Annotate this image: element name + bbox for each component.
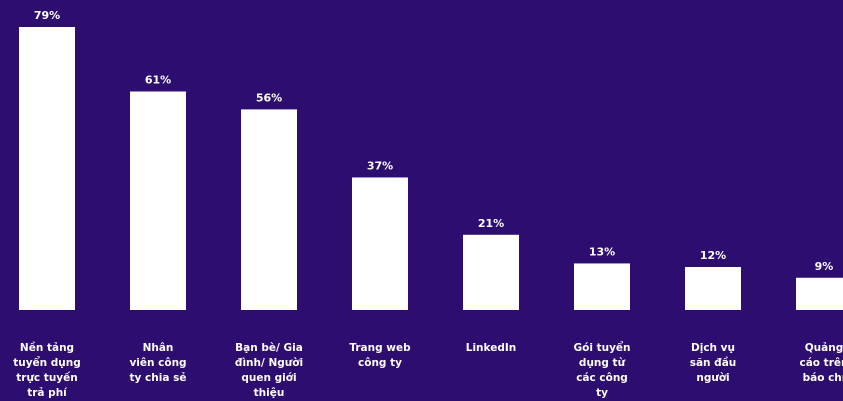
category-label-line: săn đầu [690, 357, 737, 369]
category-label-line: ty chia sẻ [130, 372, 187, 384]
category-label-line: dụng từ [579, 357, 626, 369]
category-label-line: người [696, 372, 729, 384]
category-label-line: Dịch vụ [691, 342, 735, 354]
category-label-line: LinkedIn [466, 342, 517, 354]
category-label-line: Trang web [349, 342, 411, 354]
category-label-line: Gói tuyển [573, 341, 630, 354]
category-label-8: Quảng cáo trên báo chí [800, 342, 843, 384]
value-label-6: 13% [589, 245, 615, 258]
bar-4 [352, 177, 408, 310]
bar-8 [796, 277, 843, 310]
category-label-4: Trang web công ty [349, 342, 411, 369]
category-label-2: Nhân viên công ty chia sẻ [129, 342, 186, 384]
value-label-2: 61% [145, 73, 171, 86]
value-labels-layer: 79% 61% 56% 37% 21% 13% 12% 9% [34, 9, 834, 273]
category-label-line: các công [576, 372, 628, 384]
category-label-line: trả phí [27, 387, 68, 399]
category-label-line: công ty [358, 357, 402, 369]
value-label-1: 79% [34, 9, 60, 22]
bar-6 [574, 263, 630, 310]
category-label-line: Nhân [143, 342, 174, 354]
category-label-line: quen giới [241, 372, 296, 384]
category-label-line: Bạn bè/ Gia [235, 342, 303, 354]
value-label-4: 37% [367, 159, 393, 172]
category-label-line: Quảng [805, 342, 843, 354]
value-label-3: 56% [256, 91, 282, 104]
value-label-7: 12% [700, 249, 726, 262]
category-label-line: thiệu [254, 387, 285, 399]
category-label-line: ty [596, 387, 608, 399]
category-label-line: viên công [129, 357, 186, 369]
bars-layer [19, 27, 843, 311]
category-label-line: Nền tảng [20, 341, 74, 354]
category-label-line: cáo trên [800, 357, 843, 369]
category-label-line: báo chí [803, 372, 843, 384]
category-label-6: Gói tuyển dụng từ các công ty [573, 341, 630, 399]
category-label-1: Nền tảng tuyển dụng trực tuyến trả phí [13, 341, 81, 399]
category-label-line: trực tuyến [16, 371, 78, 384]
category-label-7: Dịch vụ săn đầu người [690, 342, 737, 384]
bar-5 [463, 234, 519, 310]
category-label-5: LinkedIn [466, 342, 517, 354]
category-label-3: Bạn bè/ Gia đình/ Người quen giới thiệu [235, 342, 303, 399]
category-label-line: đình/ Người [235, 357, 303, 369]
value-label-8: 9% [815, 260, 834, 273]
bar-3 [241, 109, 297, 311]
bar-2 [130, 91, 186, 310]
category-label-line: tuyển dụng [13, 356, 81, 369]
bar-7 [685, 267, 741, 310]
bar-1 [19, 27, 75, 310]
value-label-5: 21% [478, 217, 504, 230]
category-labels-layer: Nền tảng tuyển dụng trực tuyến trả phí Nhân v… [13, 341, 843, 399]
